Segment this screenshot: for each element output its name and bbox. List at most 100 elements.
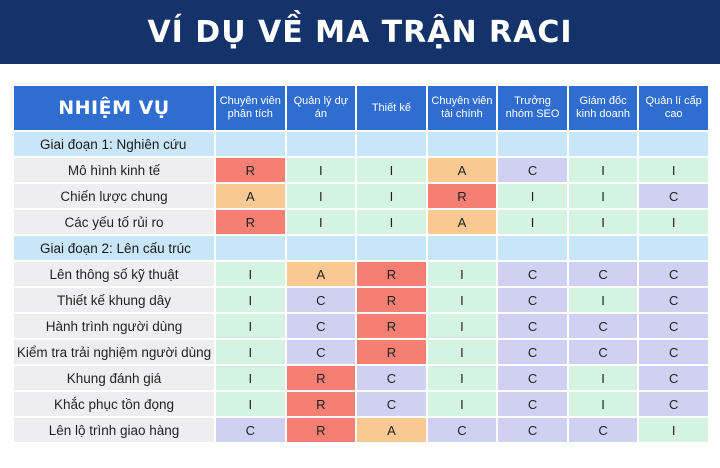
raci-cell: I [427, 340, 497, 364]
raci-cell: I [568, 158, 638, 182]
raci-cell: R [286, 366, 356, 390]
raci-cell: I [568, 184, 638, 208]
table-row: Khung đánh giá I R C I C I C [14, 366, 708, 390]
task-label: Hành trình người dùng [14, 314, 214, 338]
raci-cell: I [216, 392, 285, 416]
raci-cell: I [427, 366, 497, 390]
raci-cell: R [216, 210, 285, 234]
raci-table: NHIỆM VỤ Chuyên viên phân tích Quản lý d… [12, 84, 710, 444]
raci-cell: R [357, 340, 426, 364]
phase-cell [568, 236, 638, 260]
table-row: Các yếu tố rủi ro R I I A I I I [14, 210, 708, 234]
raci-cell: I [286, 184, 356, 208]
raci-cell: C [357, 366, 426, 390]
raci-cell: A [427, 158, 497, 182]
phase-cell [568, 132, 638, 156]
role-header: Quản lí cấp cao [639, 86, 708, 130]
raci-cell: C [286, 288, 356, 312]
task-label: Khung đánh giá [14, 366, 214, 390]
raci-cell: I [427, 262, 497, 286]
raci-cell: I [216, 340, 285, 364]
raci-cell: C [639, 340, 708, 364]
table-header: NHIỆM VỤ Chuyên viên phân tích Quản lý d… [14, 86, 708, 130]
task-label: Các yếu tố rủi ro [14, 210, 214, 234]
raci-cell: C [357, 392, 426, 416]
raci-cell: C [498, 340, 567, 364]
raci-cell: I [498, 184, 567, 208]
raci-cell: I [639, 210, 708, 234]
task-label: Lên thông số kỹ thuật [14, 262, 214, 286]
role-header: Chuyên viên phân tích [216, 86, 285, 130]
raci-cell: A [216, 184, 285, 208]
raci-cell: C [427, 418, 497, 442]
raci-cell: C [639, 288, 708, 312]
raci-cell: R [216, 158, 285, 182]
phase-cell [427, 236, 497, 260]
phase-cell [357, 132, 426, 156]
table-row: Khắc phục tồn đọng I R C I C I C [14, 392, 708, 416]
table-row: Kiểm tra trải nghiệm người dùng I C R I C C C [14, 340, 708, 364]
raci-cell: I [568, 288, 638, 312]
raci-cell: C [498, 366, 567, 390]
table-row: Hành trình người dùng I C R I C C C [14, 314, 708, 338]
raci-cell: C [568, 262, 638, 286]
raci-cell: I [498, 210, 567, 234]
task-label: Kiểm tra trải nghiệm người dùng [14, 340, 214, 364]
phase-row: Giai đoạn 2: Lên cấu trúc [14, 236, 708, 260]
raci-cell: R [286, 418, 356, 442]
raci-cell: C [639, 184, 708, 208]
raci-cell: I [216, 314, 285, 338]
raci-cell: C [568, 340, 638, 364]
phase-cell [498, 236, 567, 260]
task-label: Thiết kế khung dây [14, 288, 214, 312]
raci-cell: I [568, 392, 638, 416]
table-row: Chiến lược chung A I I R I I C [14, 184, 708, 208]
raci-cell: I [568, 210, 638, 234]
phase-cell [498, 132, 567, 156]
raci-cell: C [498, 288, 567, 312]
phase-label: Giai đoạn 1: Nghiên cứu [14, 132, 214, 156]
table-row: Lên lộ trình giao hàng C R A C C C I [14, 418, 708, 442]
raci-cell: R [357, 314, 426, 338]
raci-cell: I [427, 314, 497, 338]
raci-cell: R [286, 392, 356, 416]
phase-cell [427, 132, 497, 156]
phase-cell [357, 236, 426, 260]
raci-cell: I [357, 184, 426, 208]
task-label: Lên lộ trình giao hàng [14, 418, 214, 442]
phase-cell [286, 132, 356, 156]
raci-cell: I [216, 262, 285, 286]
phase-cell [639, 236, 708, 260]
phase-cell [216, 132, 285, 156]
role-header: Trưởng nhóm SEO [498, 86, 567, 130]
raci-cell: R [427, 184, 497, 208]
raci-cell: I [357, 158, 426, 182]
raci-cell: A [286, 262, 356, 286]
raci-cell: C [286, 314, 356, 338]
phase-label: Giai đoạn 2: Lên cấu trúc [14, 236, 214, 260]
raci-cell: I [568, 366, 638, 390]
raci-cell: C [498, 262, 567, 286]
raci-cell: I [286, 210, 356, 234]
task-column-header: NHIỆM VỤ [14, 86, 214, 130]
phase-cell [286, 236, 356, 260]
raci-cell: C [498, 418, 567, 442]
raci-cell: C [639, 366, 708, 390]
raci-cell: C [639, 392, 708, 416]
table-row: Lên thông số kỹ thuật I A R I C C C [14, 262, 708, 286]
table-body: Giai đoạn 1: Nghiên cứu Mô hình kinh tế R I… [14, 132, 708, 442]
task-label: Khắc phục tồn đọng [14, 392, 214, 416]
task-label: Chiến lược chung [14, 184, 214, 208]
raci-cell: I [427, 288, 497, 312]
role-header: Giám đốc kinh doanh [568, 86, 638, 130]
raci-cell: C [639, 262, 708, 286]
raci-cell: C [498, 158, 567, 182]
raci-cell: A [427, 210, 497, 234]
phase-row: Giai đoạn 1: Nghiên cứu [14, 132, 708, 156]
raci-cell: I [216, 366, 285, 390]
role-header: Thiết kế [357, 86, 426, 130]
phase-cell [639, 132, 708, 156]
raci-cell: C [498, 392, 567, 416]
raci-cell: I [427, 392, 497, 416]
phase-cell [216, 236, 285, 260]
